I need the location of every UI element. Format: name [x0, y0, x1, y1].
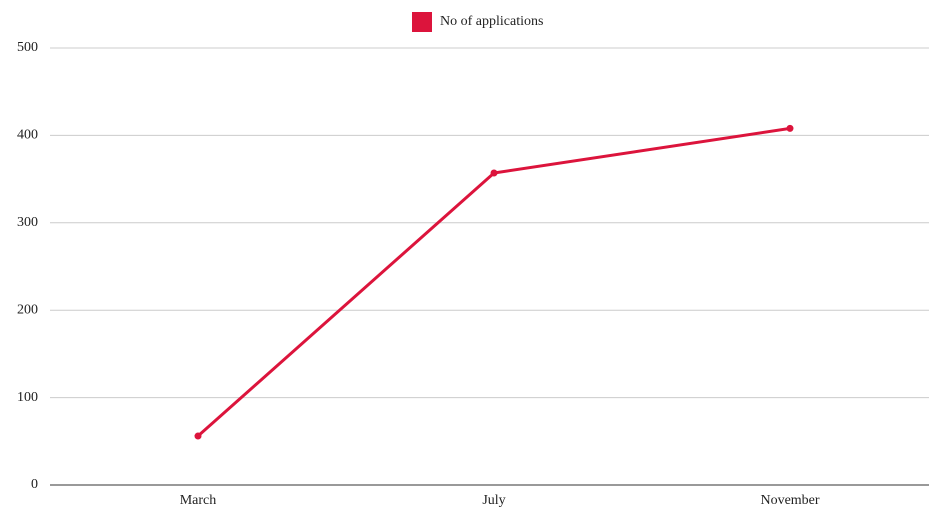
- x-tick-label: March: [180, 493, 217, 508]
- y-tick-label: 200: [17, 302, 38, 317]
- data-point: [786, 124, 794, 132]
- x-tick-label: July: [482, 493, 505, 508]
- y-tick-label: 300: [17, 215, 38, 230]
- y-tick-label: 100: [17, 390, 38, 405]
- y-tick-label: 0: [31, 477, 38, 492]
- y-tick-label: 500: [17, 40, 38, 55]
- legend-swatch: [412, 12, 432, 32]
- x-tick-label: November: [760, 493, 819, 508]
- data-point: [194, 432, 202, 440]
- data-point: [490, 169, 498, 177]
- legend-label: No of applications: [440, 14, 543, 29]
- legend-item: No of applications: [412, 12, 543, 32]
- y-tick-label: 400: [17, 128, 38, 143]
